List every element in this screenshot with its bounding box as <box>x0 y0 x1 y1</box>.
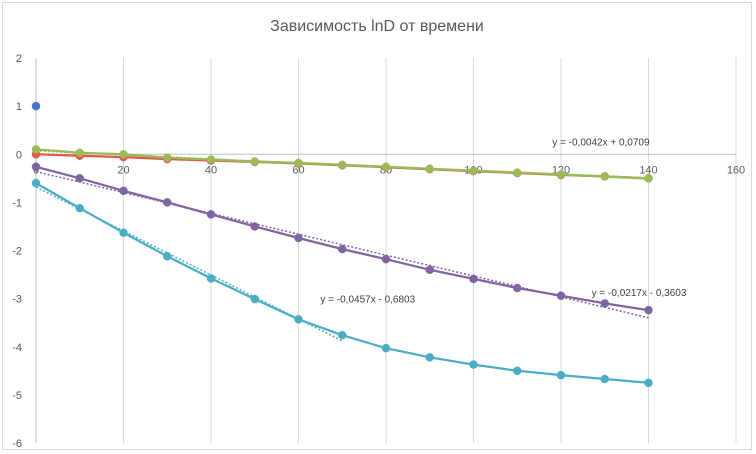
data-point <box>250 294 259 304</box>
data-point <box>513 366 522 376</box>
data-point <box>75 148 84 158</box>
data-point <box>425 265 434 274</box>
y-tick-label: 0 <box>16 149 22 161</box>
data-point <box>644 378 653 388</box>
y-tick-label: -6 <box>12 438 22 450</box>
trendline-equation: y = -0,0042x + 0,0709 <box>552 138 650 149</box>
y-tick-label: -2 <box>12 246 22 258</box>
data-point <box>250 157 259 166</box>
x-tick-label: 140 <box>639 164 657 176</box>
data-point <box>556 370 566 380</box>
y-tick-label: -5 <box>12 390 22 402</box>
data-point <box>206 274 216 283</box>
data-point <box>513 168 522 177</box>
data-point <box>163 252 172 261</box>
data-point <box>294 158 303 168</box>
data-point <box>425 353 434 362</box>
data-point <box>119 186 128 196</box>
data-point <box>338 160 347 170</box>
y-tick-label: 1 <box>16 101 22 113</box>
y-tick-label: -3 <box>12 294 22 306</box>
x-tick-label: 160 <box>727 164 745 176</box>
x-tick-label: 60 <box>292 164 304 176</box>
data-point <box>469 166 478 175</box>
data-point <box>338 330 347 340</box>
data-point <box>163 153 172 162</box>
data-point <box>600 374 609 384</box>
data-point <box>119 150 128 159</box>
y-tick-label: -4 <box>12 342 22 354</box>
trendline-equation: y = -0,0217x - 0,3603 <box>592 288 687 299</box>
chart-title: Зависимость lnD от времени <box>270 18 484 35</box>
data-point <box>75 174 84 183</box>
data-point <box>644 174 653 183</box>
y-tick-label: -1 <box>12 197 22 209</box>
trendline-equation: y = -0,0457x - 0,6803 <box>320 294 415 305</box>
data-point <box>31 162 41 172</box>
data-point <box>163 198 172 207</box>
data-point <box>75 203 84 213</box>
data-point <box>206 210 216 219</box>
data-point <box>338 244 347 254</box>
data-point <box>556 170 566 179</box>
x-tick-label: 20 <box>117 164 129 176</box>
data-point <box>294 233 303 243</box>
data-point <box>425 164 434 173</box>
data-point <box>119 228 128 237</box>
data-point <box>600 172 609 181</box>
data-point <box>31 101 41 111</box>
series-line <box>35 182 649 384</box>
data-point <box>600 299 609 308</box>
data-point <box>381 254 391 264</box>
data-point <box>513 283 522 293</box>
series-line <box>35 165 649 312</box>
chart-frame <box>2 2 752 450</box>
data-point <box>469 360 478 369</box>
data-point <box>294 315 303 324</box>
data-point <box>250 222 259 231</box>
y-tick-label: 2 <box>16 53 22 65</box>
data-point <box>381 343 391 353</box>
data-point <box>206 155 216 164</box>
data-point <box>31 145 41 154</box>
data-point <box>556 291 566 300</box>
data-point <box>469 274 478 284</box>
data-point <box>644 305 653 315</box>
data-point <box>381 162 391 172</box>
x-tick-label: 40 <box>205 164 217 176</box>
data-point <box>31 178 41 188</box>
